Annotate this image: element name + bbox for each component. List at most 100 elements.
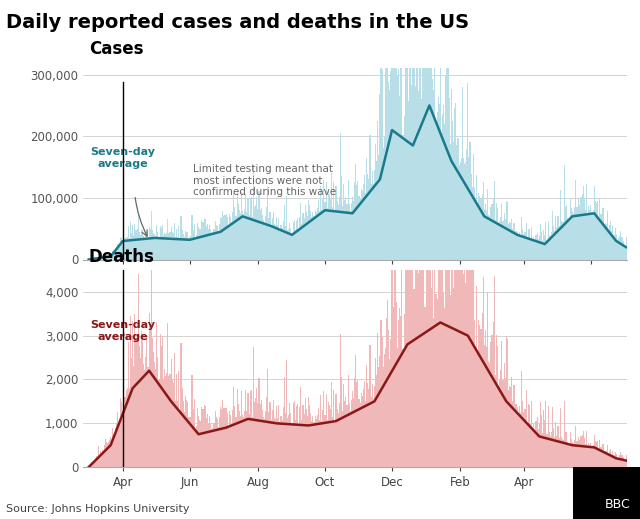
Bar [407, 266, 408, 467]
Bar [164, 369, 165, 467]
Bar [507, 338, 508, 467]
Bar [234, 208, 236, 260]
Bar [250, 391, 251, 467]
Bar [509, 386, 510, 467]
Bar [128, 342, 129, 467]
Bar [525, 390, 527, 467]
Bar [486, 210, 487, 260]
Bar [481, 313, 483, 467]
Bar [107, 256, 108, 260]
Bar [289, 403, 291, 467]
Bar [392, 307, 394, 467]
Bar [589, 445, 590, 467]
Bar [343, 385, 344, 467]
Bar [144, 238, 145, 260]
Bar [172, 380, 173, 467]
Bar [334, 211, 335, 260]
Bar [600, 214, 602, 260]
Bar [427, 69, 428, 260]
Bar [129, 388, 130, 467]
Bar [344, 402, 346, 467]
Bar [461, 266, 462, 467]
Bar [496, 335, 497, 467]
Bar [204, 405, 205, 467]
Bar [89, 465, 90, 467]
Bar [301, 224, 303, 260]
Bar [310, 211, 311, 260]
Bar [506, 337, 507, 467]
Bar [221, 409, 222, 467]
Bar [485, 203, 486, 260]
Bar [484, 209, 485, 260]
Bar [318, 200, 319, 260]
Bar [141, 331, 142, 467]
Bar [131, 233, 132, 260]
Bar [490, 342, 492, 467]
Bar [124, 397, 125, 467]
Bar [595, 441, 596, 467]
Bar [268, 412, 269, 467]
Bar [617, 240, 618, 260]
Bar [622, 237, 623, 260]
Bar [460, 266, 461, 467]
Bar [108, 256, 109, 260]
Bar [348, 375, 349, 467]
Bar [132, 225, 133, 260]
Bar [155, 369, 156, 467]
Bar [330, 409, 331, 467]
Bar [188, 417, 189, 467]
Bar [366, 158, 367, 260]
Bar [511, 377, 513, 467]
Bar [246, 412, 248, 467]
Bar [320, 395, 321, 467]
Bar [452, 121, 453, 260]
Bar [157, 232, 159, 260]
Bar [337, 409, 338, 467]
Bar [611, 231, 612, 260]
Bar [219, 417, 220, 467]
Bar [388, 330, 389, 467]
Bar [356, 383, 357, 467]
Bar [499, 380, 500, 467]
Bar [399, 97, 400, 260]
Bar [508, 390, 509, 467]
Bar [273, 400, 274, 467]
Text: Seven-day
average: Seven-day average [90, 320, 156, 342]
Bar [468, 157, 470, 260]
Bar [532, 239, 533, 260]
Bar [99, 455, 100, 467]
Bar [108, 442, 109, 467]
Bar [273, 212, 274, 260]
Bar [489, 215, 490, 260]
Bar [559, 190, 561, 260]
Bar [330, 199, 331, 260]
Bar [387, 69, 388, 260]
Bar [337, 201, 338, 260]
Bar [340, 133, 341, 260]
Bar [395, 69, 396, 260]
Bar [439, 266, 440, 467]
Bar [198, 227, 199, 260]
Bar [155, 236, 156, 260]
Bar [298, 424, 299, 467]
Bar [131, 358, 132, 467]
Bar [309, 405, 310, 467]
Bar [360, 403, 361, 467]
Bar [166, 373, 167, 467]
Bar [191, 214, 193, 260]
Bar [566, 205, 567, 260]
Bar [432, 79, 433, 260]
Bar [466, 266, 467, 467]
Bar [326, 208, 328, 260]
Bar [119, 244, 120, 260]
Bar [207, 224, 208, 260]
Bar [97, 258, 98, 260]
Bar [101, 454, 102, 467]
Bar [232, 411, 233, 467]
Bar [294, 220, 295, 260]
Bar [231, 422, 232, 467]
Bar [285, 414, 286, 467]
Bar [490, 207, 492, 260]
Bar [397, 348, 398, 467]
Bar [417, 69, 418, 260]
